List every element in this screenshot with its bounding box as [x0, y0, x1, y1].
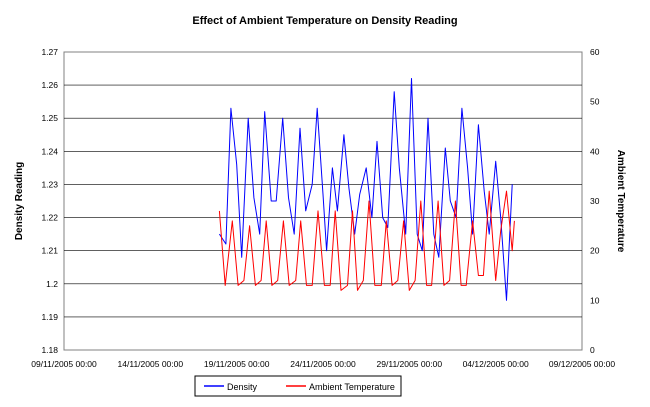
- y2-tick-label: 10: [590, 295, 600, 305]
- y2-tick-label: 30: [590, 196, 600, 206]
- legend: Density Ambient Temperature: [194, 375, 402, 397]
- y-tick-label: 1.24: [41, 146, 58, 156]
- y2-axis-ticks: 0 10 20 30 40 50 60: [590, 47, 600, 355]
- y2-axis-label: Ambient Temperature: [615, 150, 626, 253]
- y-tick-label: 1.19: [41, 312, 58, 322]
- x-tick-label: 09/11/2005 00:00: [31, 359, 97, 369]
- legend-label-ambient-temperature: Ambient Temperature: [309, 382, 395, 392]
- y2-tick-label: 60: [590, 47, 600, 57]
- y-tick-label: 1.2: [46, 279, 58, 289]
- x-tick-label: 19/11/2005 00:00: [204, 359, 270, 369]
- series-line-density: [218, 78, 513, 301]
- y2-tick-label: 20: [590, 246, 600, 256]
- x-tick-label: 09/12/2005 00:00: [549, 359, 615, 369]
- y-axis-ticks: 1.18 1.19 1.2 1.21 1.22 1.23 1.24 1.25 1.26 1.27: [41, 47, 58, 355]
- series-lines: [218, 78, 515, 301]
- y2-tick-label: 0: [590, 345, 595, 355]
- x-tick-label: 04/12/2005 00:00: [463, 359, 529, 369]
- y2-tick-label: 40: [590, 146, 600, 156]
- chart-title: Effect of Ambient Temperature on Density…: [192, 15, 457, 27]
- y-tick-label: 1.22: [41, 213, 58, 223]
- legend-label-density: Density: [227, 382, 258, 392]
- y-tick-label: 1.27: [41, 47, 58, 57]
- series-line-ambient-temperature: [218, 190, 515, 291]
- x-tick-label: 14/11/2005 00:00: [118, 359, 184, 369]
- x-tick-label: 24/11/2005 00:00: [290, 359, 356, 369]
- y2-tick-label: 50: [590, 97, 600, 107]
- y-tick-label: 1.25: [41, 113, 58, 123]
- x-tick-label: 29/11/2005 00:00: [377, 359, 443, 369]
- y-tick-label: 1.21: [41, 246, 58, 256]
- y-tick-label: 1.18: [41, 345, 58, 355]
- y-axis-label: Density Reading: [14, 162, 25, 240]
- y-tick-label: 1.26: [41, 80, 58, 90]
- gridlines: [64, 84, 582, 318]
- x-axis-ticks: 09/11/2005 00:00 14/11/2005 00:00 19/11/20…: [31, 359, 615, 369]
- y-tick-label: 1.23: [41, 179, 58, 189]
